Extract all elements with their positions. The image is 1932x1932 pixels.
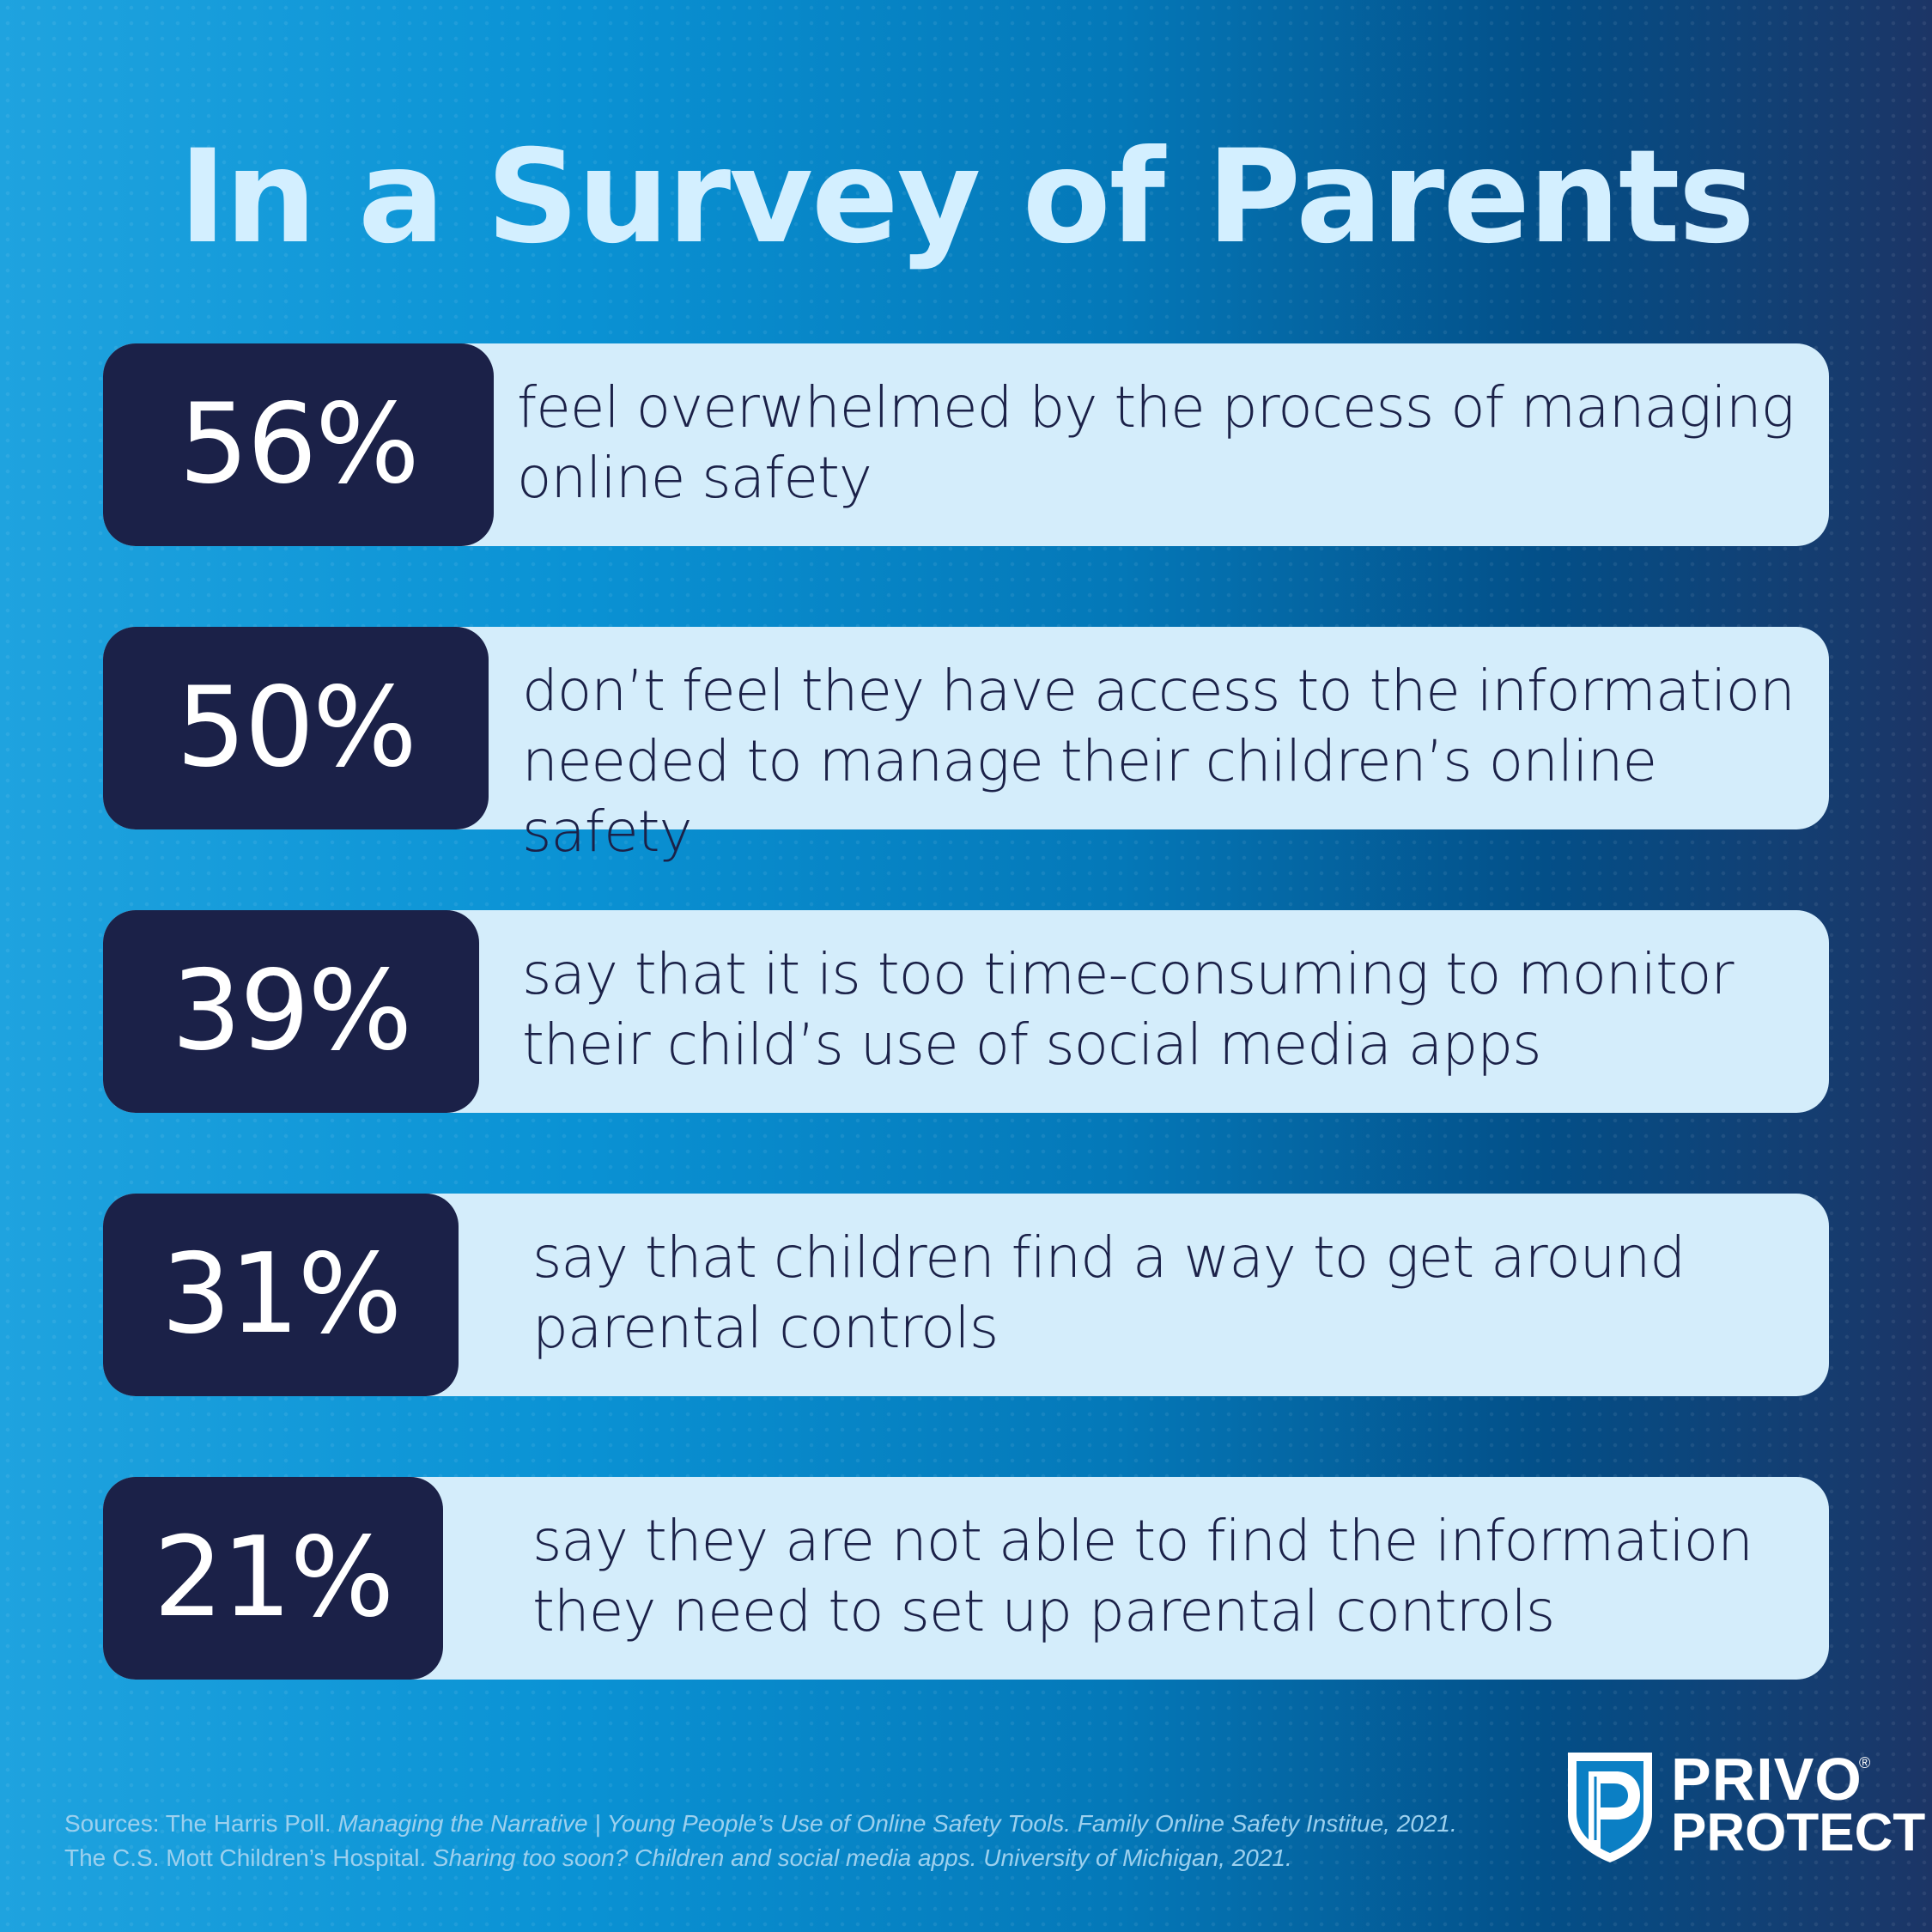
stat-description-line: needed to manage their children’s online… xyxy=(522,728,1657,865)
stat-row-4: 31% say that children find a way to get … xyxy=(103,1194,1829,1396)
stat-percent: 56% xyxy=(103,343,494,546)
stat-description: say that children find a way to get arou… xyxy=(532,1223,1803,1364)
stat-description: don’t feel they have access to the infor… xyxy=(522,656,1803,867)
stat-row-3: 39% say that it is too time-consuming to… xyxy=(103,910,1829,1113)
stat-row-2: 50% don’t feel they have access to the i… xyxy=(103,627,1829,865)
source-line-1: Sources: The Harris Poll. Managing the N… xyxy=(64,1807,1524,1841)
stat-description-line: don’t feel they have access to the infor… xyxy=(522,658,1795,724)
stat-percent: 21% xyxy=(103,1477,443,1680)
shield-icon xyxy=(1568,1753,1652,1862)
stat-row-5: 21% say they are not able to find the in… xyxy=(103,1477,1829,1680)
stat-description-line: feel overwhelmed by the process of manag… xyxy=(517,374,1795,440)
stat-row-1: 56% feel overwhelmed by the process of m… xyxy=(103,343,1829,546)
source-2-org: The C.S. Mott Children’s Hospital. xyxy=(64,1844,433,1871)
privo-protect-logo: PRIVO ® PROTECT xyxy=(1563,1746,1925,1868)
stat-description-line: say that children find a way to get arou… xyxy=(532,1224,1686,1291)
stat-description: feel overwhelmed by the process of manag… xyxy=(517,373,1803,513)
stat-description-line: they need to set up parental controls xyxy=(532,1578,1555,1644)
registered-mark: ® xyxy=(1859,1754,1871,1771)
stat-description-line: their child’s use of social media apps xyxy=(522,1012,1542,1078)
stat-percent: 50% xyxy=(103,627,489,829)
stat-description: say that it is too time-consuming to mon… xyxy=(522,939,1803,1080)
stat-percent: 39% xyxy=(103,910,479,1113)
source-1-title: Managing the Narrative | Young People’s … xyxy=(337,1810,1457,1837)
page-title: In a Survey of Parents xyxy=(179,123,1755,272)
stat-description-line: say that it is too time-consuming to mon… xyxy=(522,941,1735,1007)
logo-word-privo: PRIVO xyxy=(1671,1746,1862,1813)
stat-description: say they are not able to find the inform… xyxy=(532,1506,1803,1647)
sources-note: Sources: The Harris Poll. Managing the N… xyxy=(64,1807,1524,1875)
source-line-2: The C.S. Mott Children’s Hospital. Shari… xyxy=(64,1841,1524,1875)
stat-description-line: online safety xyxy=(517,445,872,511)
source-2-title: Sharing too soon? Children and social me… xyxy=(432,1844,1292,1871)
stat-description-line: say they are not able to find the inform… xyxy=(532,1508,1753,1574)
source-1-org: Sources: The Harris Poll. xyxy=(64,1810,338,1837)
logo-word-protect: PROTECT xyxy=(1671,1803,1926,1862)
stat-percent: 31% xyxy=(103,1194,459,1396)
stat-description-line: parental controls xyxy=(532,1295,999,1361)
